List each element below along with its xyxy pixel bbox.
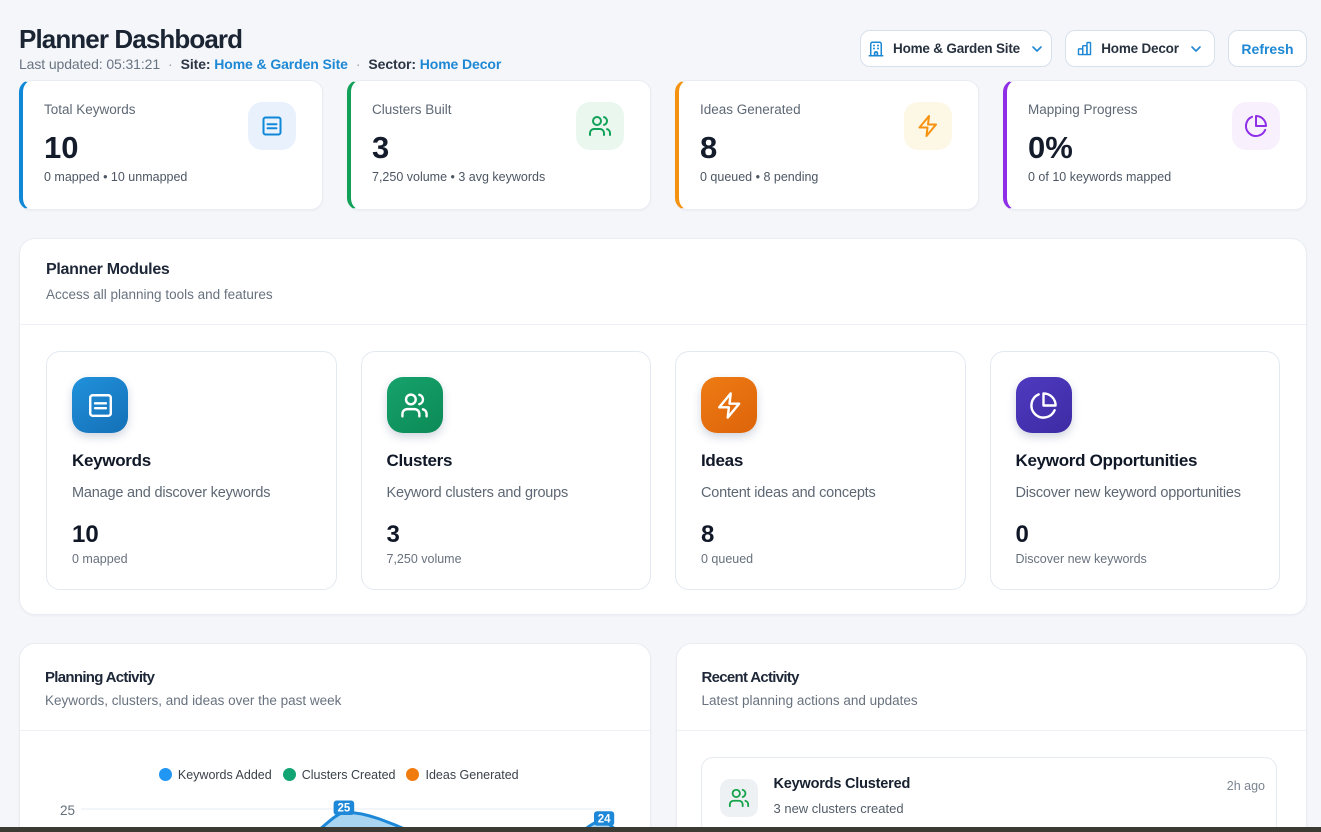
svg-text:25: 25: [338, 803, 351, 815]
svg-text:25: 25: [60, 803, 75, 818]
svg-text:24: 24: [598, 813, 611, 825]
